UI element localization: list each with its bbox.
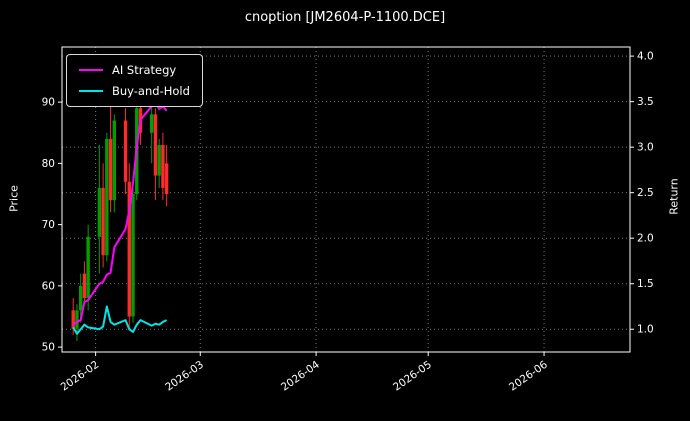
legend-item-ai-strategy: AI Strategy <box>79 63 190 77</box>
candle-body <box>112 120 117 201</box>
legend-label-ai-strategy: AI Strategy <box>112 63 177 77</box>
tick-marks <box>58 55 634 356</box>
return-tick-label: 4.0 <box>637 51 654 63</box>
candle-body <box>75 310 79 329</box>
candle-body <box>157 144 161 176</box>
chart-title: cnoption [JM2604-P-1100.DCE] <box>244 10 446 25</box>
ai-strategy-line-swatch <box>79 69 103 71</box>
price-tick-label: 70 <box>42 219 55 231</box>
candle-body <box>97 187 102 237</box>
date-tick-label: 2026-02 <box>59 359 102 394</box>
candle-body <box>153 114 158 176</box>
candlestick-series <box>71 95 169 341</box>
price-tick-label: 60 <box>42 280 55 292</box>
candle-body <box>108 138 113 201</box>
return-tick-label: 2.0 <box>637 233 654 245</box>
date-tick-label: 2026-06 <box>507 358 550 393</box>
return-tick-label: 2.5 <box>637 187 654 199</box>
return-tick-label: 1.0 <box>637 324 654 336</box>
legend-item-buy-and-hold: Buy-and-Hold <box>79 84 190 98</box>
candle-body <box>82 273 87 299</box>
candle-body <box>123 120 128 182</box>
date-tick-label: 2026-03 <box>163 359 206 394</box>
buy-and-hold-line-swatch <box>79 90 103 92</box>
price-tick-label: 90 <box>42 97 55 109</box>
return-tick-label: 3.0 <box>637 142 654 154</box>
candle-body <box>161 144 165 188</box>
return-tick-label: 3.5 <box>637 96 654 108</box>
gridlines <box>62 47 630 352</box>
date-tick-label: 2026-05 <box>391 359 434 394</box>
candle-body <box>131 193 135 317</box>
candle-body <box>71 310 75 329</box>
legend-label-buy-and-hold: Buy-and-Hold <box>112 84 190 98</box>
candle-body <box>101 187 105 256</box>
candle-body <box>105 138 109 256</box>
candle-body <box>149 114 154 133</box>
date-tick-label: 2026-04 <box>279 358 322 393</box>
candle-body <box>164 163 169 194</box>
line-series-buy-and-hold <box>72 305 168 335</box>
price-tick-label: 80 <box>42 158 55 170</box>
candle-body <box>78 285 83 311</box>
candle-body <box>86 236 90 299</box>
plot-border <box>61 46 631 353</box>
return-axis-label: Return <box>667 178 681 215</box>
price-tick-label: 50 <box>42 342 55 354</box>
price-axis-label: Price <box>7 185 21 212</box>
candle-body <box>127 181 131 317</box>
return-tick-label: 1.5 <box>637 278 654 290</box>
legend: AI Strategy Buy-and-Hold <box>66 54 203 107</box>
